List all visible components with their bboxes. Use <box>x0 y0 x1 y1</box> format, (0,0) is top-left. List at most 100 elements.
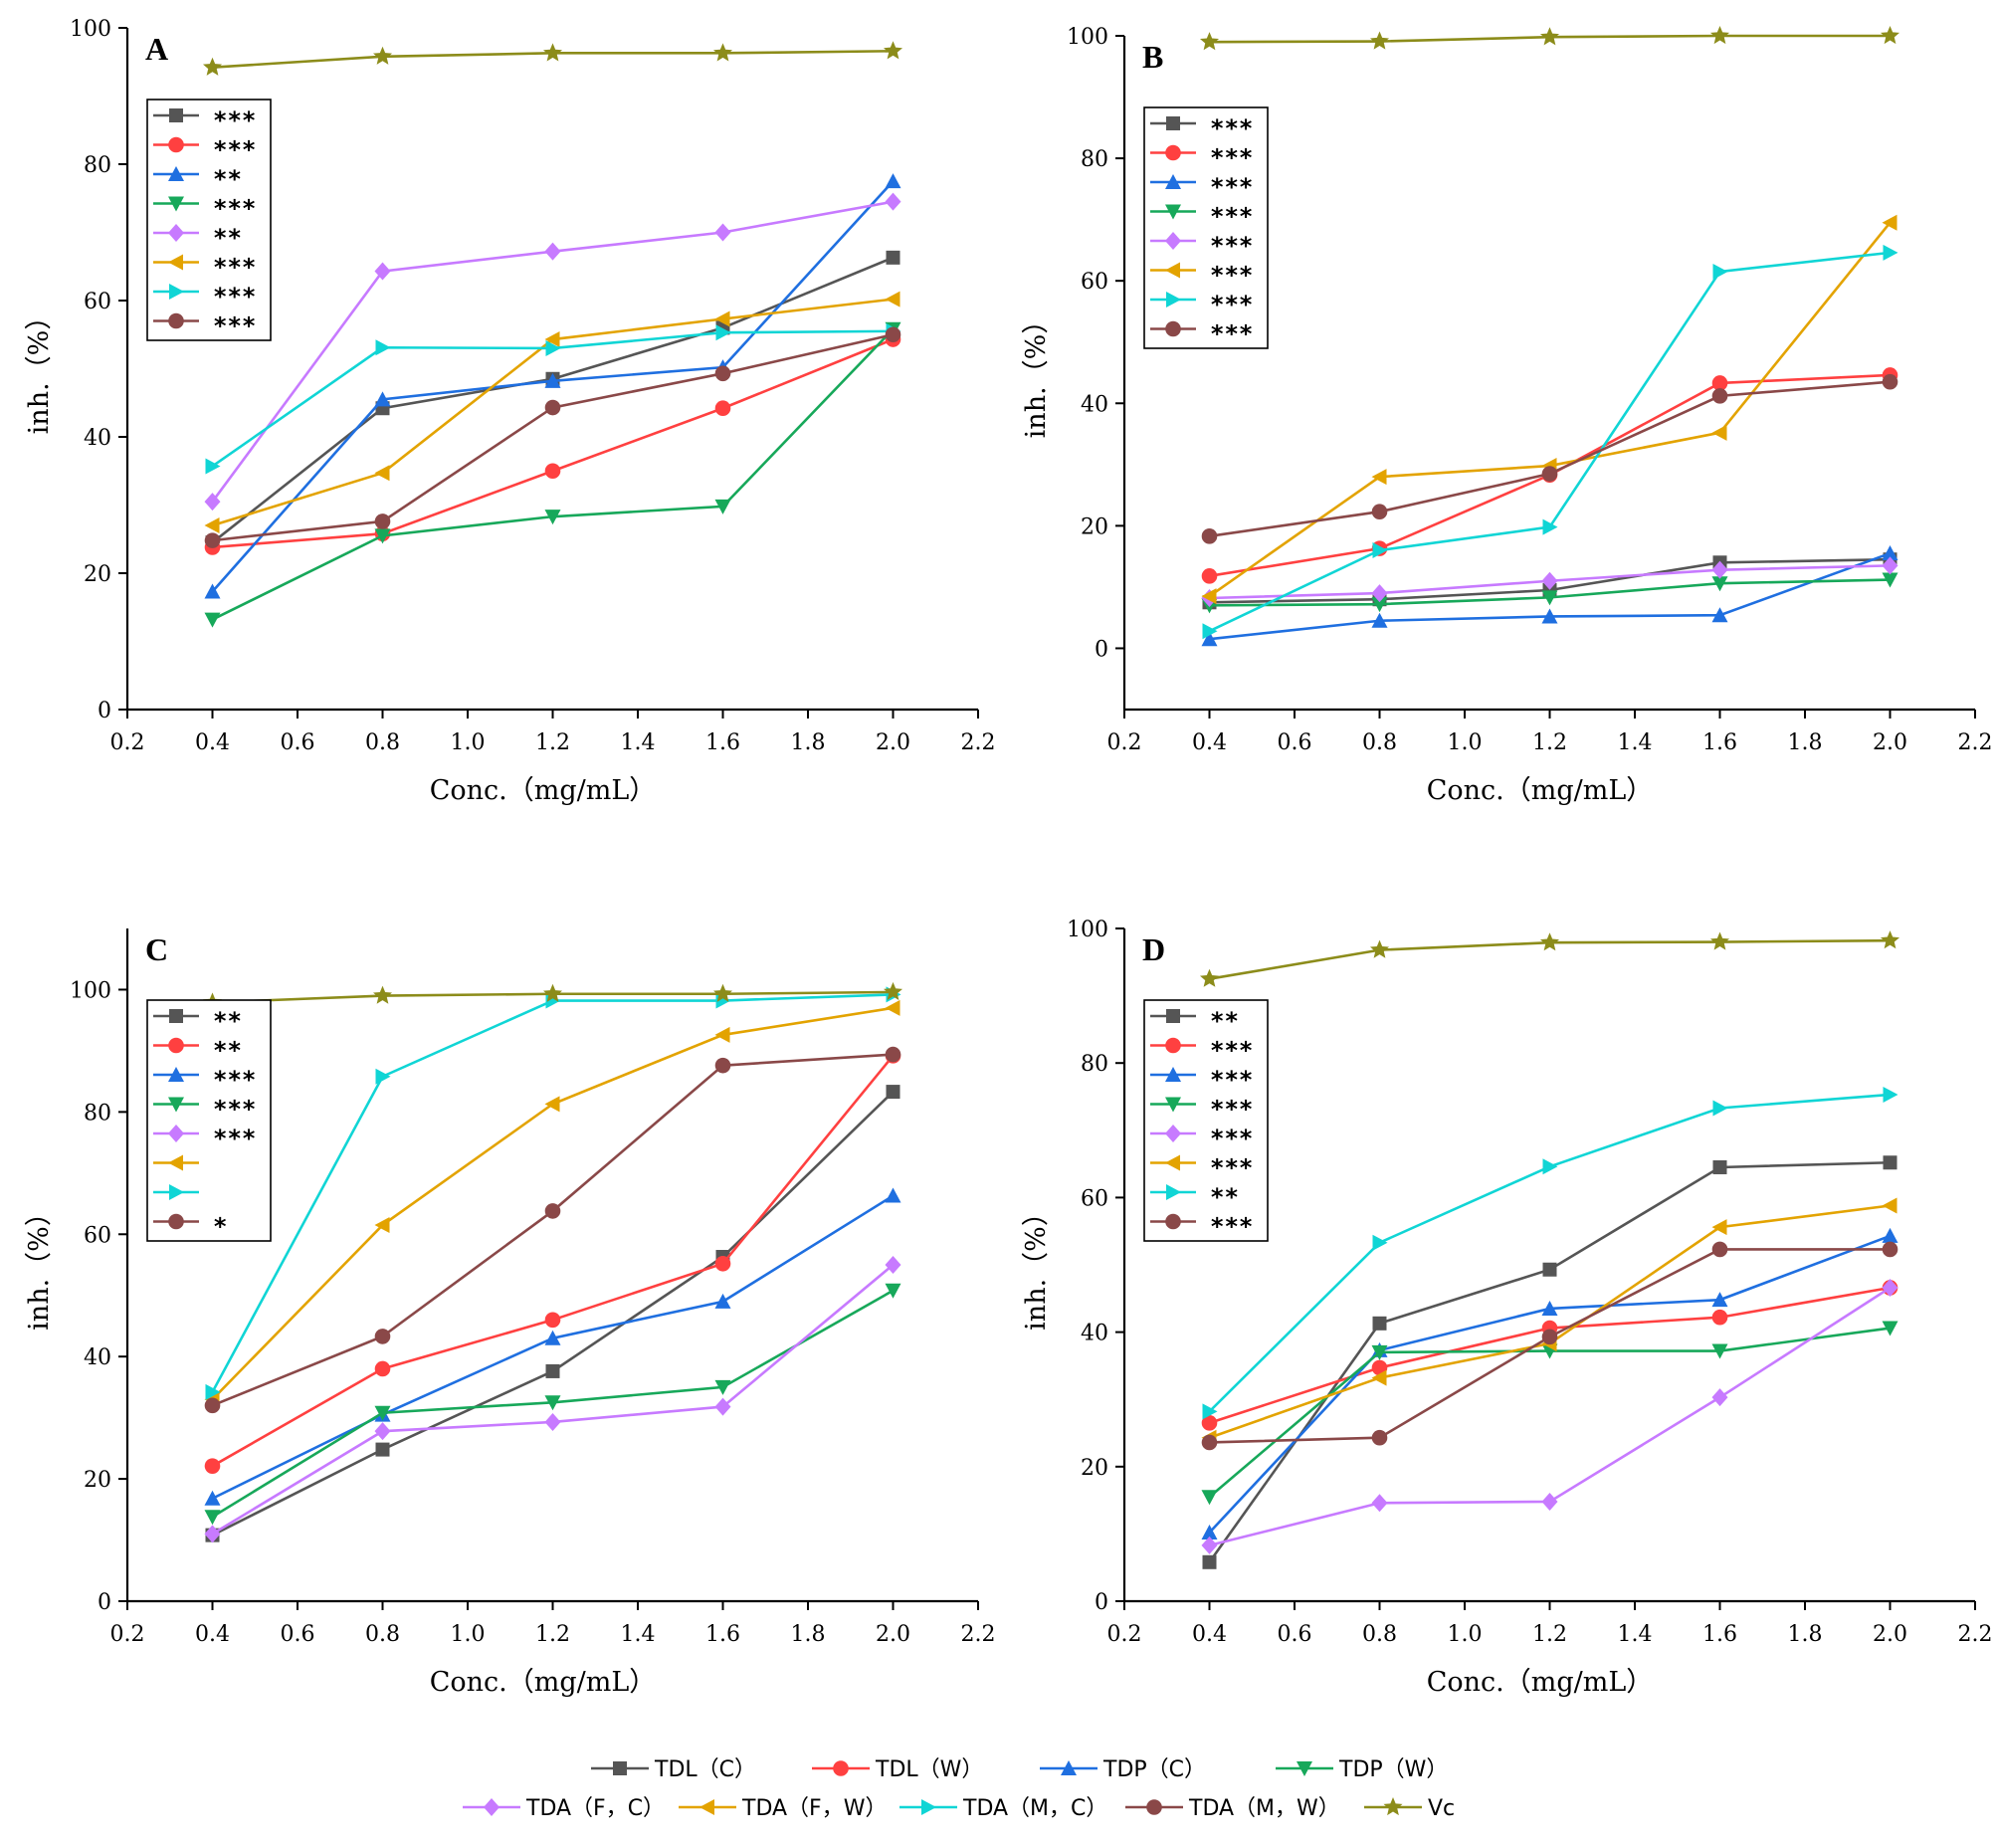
data-point <box>1882 1241 1898 1258</box>
y-tick-label: 60 <box>84 290 111 314</box>
data-point <box>544 242 561 261</box>
data-point <box>1371 1494 1388 1513</box>
significance-label: ** <box>1210 1007 1239 1035</box>
panel-letter: A <box>145 31 168 67</box>
data-point <box>714 310 730 327</box>
legend-entry: TDA（F，C） <box>463 1796 665 1821</box>
data-point <box>1201 568 1218 584</box>
legend-marker <box>1297 1761 1312 1776</box>
data-point <box>714 1379 731 1395</box>
x-tick-label: 1.8 <box>1788 1622 1823 1647</box>
legend-entry: TDP（W） <box>1276 1757 1448 1782</box>
significance-label: *** <box>1210 291 1253 318</box>
x-tick-label: 1.2 <box>535 730 570 755</box>
data-point <box>1709 26 1730 45</box>
chart-panel-c: 0.2 0.4 0.6 0.8 1.0 1.2 1.4 1.6 1.8 2.0 2.2 0 20 40 60… <box>24 928 996 1698</box>
series-tdp-w <box>204 321 901 628</box>
significance-label: *** <box>1210 144 1253 172</box>
series-tda-m-c <box>1202 244 1898 640</box>
data-point <box>1711 607 1728 623</box>
legend-marker <box>1166 292 1181 308</box>
significance-label: *** <box>1210 203 1253 231</box>
series-vc <box>1199 930 1900 987</box>
series-tda-m-w <box>204 1046 901 1414</box>
significance-legend <box>146 999 272 1242</box>
legend-label: Vc <box>1428 1796 1455 1821</box>
data-point <box>1201 1434 1218 1451</box>
significance-label: *** <box>1210 262 1253 290</box>
significance-label: * <box>213 1213 227 1241</box>
data-point <box>1880 930 1900 949</box>
significance-label: *** <box>213 106 256 134</box>
y-tick-label: 40 <box>84 426 111 451</box>
series-line <box>1208 221 1892 598</box>
data-point <box>1882 1197 1897 1214</box>
series-tda-m-w <box>1201 1241 1898 1451</box>
significance-label: *** <box>1210 1154 1253 1182</box>
data-point <box>1712 1159 1727 1174</box>
panel-letter: B <box>1142 39 1163 75</box>
data-point <box>1711 1292 1728 1308</box>
data-point <box>1371 1369 1387 1386</box>
significance-label: *** <box>1210 1066 1253 1094</box>
data-point <box>374 262 391 281</box>
x-tick-label: 0.6 <box>281 730 315 755</box>
data-point <box>1372 1316 1387 1331</box>
data-point <box>374 528 391 544</box>
significance-label: *** <box>213 312 256 340</box>
data-point <box>1372 541 1388 558</box>
data-point <box>544 1395 561 1411</box>
data-point <box>714 1057 731 1074</box>
significance-label: ** <box>213 1037 242 1065</box>
data-point <box>1541 608 1558 624</box>
data-point <box>1882 1278 1898 1297</box>
y-tick-label: 60 <box>84 1223 111 1248</box>
series-line <box>1208 1234 1891 1534</box>
x-tick-label: 0.4 <box>195 730 230 755</box>
legend-marker <box>168 1037 184 1054</box>
y-tick-label: 60 <box>1081 1186 1108 1211</box>
legend-marker <box>1165 1125 1181 1142</box>
data-point <box>1371 469 1387 486</box>
data-point <box>1541 590 1558 606</box>
data-point <box>714 223 731 242</box>
data-point <box>1201 1490 1218 1506</box>
data-point <box>204 1510 221 1526</box>
x-tick-label: 1.4 <box>621 1622 656 1647</box>
data-point <box>714 1026 730 1043</box>
data-point <box>1371 584 1388 603</box>
x-tick-label: 0.2 <box>110 730 145 755</box>
data-point <box>544 399 561 416</box>
significance-label: *** <box>213 1125 256 1152</box>
chart-panel-a: 0.2 0.4 0.6 0.8 1.0 1.2 1.4 1.6 1.8 2.0 2.2 0 20 40 60… <box>24 17 996 806</box>
x-tick-label: 0.8 <box>365 1622 400 1647</box>
series-tda-m-c <box>205 322 901 475</box>
data-point <box>544 1330 561 1345</box>
data-point <box>204 612 221 628</box>
data-point <box>712 43 733 62</box>
significance-label: *** <box>213 1096 256 1124</box>
data-point <box>886 1085 900 1100</box>
significance-label: *** <box>1210 114 1253 142</box>
x-axis-title: Conc.（mg/mL） <box>430 1667 657 1698</box>
data-point <box>714 1397 731 1416</box>
data-point <box>1199 32 1220 51</box>
data-point <box>544 463 561 480</box>
data-point <box>1371 1344 1388 1360</box>
data-point <box>542 983 563 1002</box>
data-point <box>545 1363 560 1378</box>
data-point <box>202 57 223 76</box>
legend-marker <box>1165 144 1181 161</box>
data-point <box>1371 597 1388 613</box>
x-tick-label: 1.2 <box>535 1622 570 1647</box>
data-point <box>1539 932 1560 951</box>
data-point <box>544 1096 560 1113</box>
data-point <box>1542 1158 1558 1175</box>
significance-label: *** <box>1210 232 1253 260</box>
data-point <box>885 1256 901 1274</box>
x-tick-label: 0.2 <box>1107 1622 1142 1647</box>
significance-label: *** <box>1210 320 1253 348</box>
y-axis-title: inh.（%） <box>1021 1199 1052 1331</box>
data-point <box>1201 528 1218 544</box>
